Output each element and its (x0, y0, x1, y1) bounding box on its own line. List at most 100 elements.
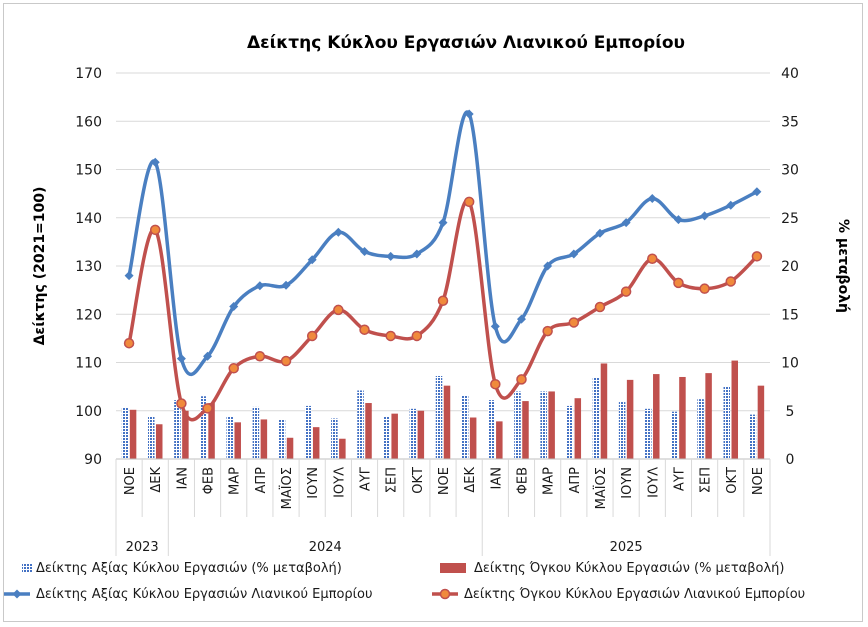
bar (331, 418, 338, 459)
bar (260, 419, 268, 459)
bar (697, 399, 704, 459)
y-tick-label-right: 15 (781, 307, 799, 323)
point-marker (254, 350, 266, 362)
line-series-2 (123, 196, 763, 422)
point-marker (280, 355, 292, 367)
x-tick-label: ΜΑΡ (228, 467, 243, 495)
bar (522, 401, 529, 459)
bar-series-2 (129, 360, 765, 459)
bar (286, 437, 294, 459)
bar (339, 438, 346, 459)
y-tick-label-left: 130 (75, 259, 102, 275)
bar (488, 400, 495, 459)
bar (757, 385, 765, 459)
y-tick-label-left: 110 (75, 356, 102, 372)
point-marker (123, 337, 135, 349)
bar (671, 411, 678, 459)
bar (121, 407, 129, 459)
point-marker (386, 251, 396, 261)
bar (417, 410, 425, 459)
bar (182, 410, 189, 459)
point-marker (700, 211, 710, 221)
y-tick-label-right: 35 (781, 114, 799, 130)
legend-item: Δείκτης Αξίας Κύκλου Εργασιών Λιανικού Ε… (4, 587, 373, 602)
legend-marker (439, 588, 451, 600)
point-marker (490, 321, 500, 331)
legend-label: Δείκτης Αξίας Κύκλου Εργασιών Λιανικού Ε… (36, 587, 373, 602)
y-tick-label-left: 160 (75, 114, 102, 130)
line-series (123, 109, 763, 422)
x-tick-label: ΑΠΡ (568, 467, 583, 494)
bar (357, 390, 364, 459)
legend-item: Δείκτης Όγκου Κύκλου Εργασιών Λιανικού Ε… (432, 587, 805, 602)
x-tick-label: ΟΚΤ (411, 467, 426, 494)
bar (208, 403, 215, 459)
legend-marker (12, 589, 22, 599)
chart-title: Δείκτης Κύκλου Εργασιών Λιανικού Εμπορίο… (247, 33, 685, 53)
point-marker (176, 398, 187, 409)
bar (409, 408, 417, 459)
bar (391, 413, 398, 459)
point-marker (647, 253, 658, 265)
y-tick-label-right: 0 (786, 452, 795, 468)
bar (252, 406, 260, 459)
x-tick-label: ΔΕΚ (149, 467, 164, 493)
point-marker (543, 261, 553, 271)
x-tick-label: ΝΟΕ (123, 467, 138, 495)
bar (278, 419, 286, 459)
bar (496, 421, 503, 459)
point-marker (307, 255, 317, 265)
bar (461, 395, 469, 459)
x-tick-label: ΙΟΥΛ (332, 467, 347, 498)
point-marker (255, 281, 265, 291)
y-tick-label-left: 170 (75, 66, 102, 82)
bar (653, 374, 660, 459)
bar (155, 424, 163, 459)
point-marker (437, 295, 449, 306)
legend-item: Δείκτης Αξίας Κύκλου Εργασιών (% μεταβολ… (22, 561, 342, 576)
year-label: 2023 (126, 540, 159, 555)
bar (723, 386, 731, 459)
legend-swatch (440, 563, 466, 573)
point-marker (150, 157, 160, 167)
x-tick-label: ΑΠΡ (254, 467, 269, 494)
x-tick-label: ΙΟΥΝ (620, 467, 635, 499)
bar (147, 416, 155, 459)
bar (566, 405, 574, 459)
bar-series-1 (121, 376, 757, 459)
bar (592, 377, 600, 459)
x-tick-label: ΦΕΒ (202, 467, 217, 494)
point-marker (751, 251, 763, 262)
bar (548, 391, 555, 459)
bar (383, 416, 390, 459)
bar (443, 385, 451, 459)
point-marker (620, 286, 632, 297)
point-marker (359, 324, 370, 335)
y-tick-label-right: 40 (781, 66, 799, 82)
point-marker (411, 330, 423, 342)
point-marker (516, 374, 527, 385)
point-marker (463, 196, 475, 208)
point-marker (726, 200, 736, 210)
x-tick-label: ΙΑΝ (489, 467, 504, 489)
bar (618, 402, 626, 459)
x-tick-label: ΔΕΚ (463, 467, 478, 493)
point-marker (176, 354, 186, 364)
y-tick-label-right: 10 (781, 356, 799, 372)
y-tick-label-right: 20 (781, 259, 799, 275)
x-tick-label: ΣΕΠ (699, 467, 714, 493)
point-marker (202, 403, 213, 414)
bar (312, 427, 320, 459)
point-marker (699, 283, 710, 294)
x-tick-label: ΙΟΥΝ (306, 467, 321, 499)
point-marker (385, 330, 396, 342)
chart-frame (3, 3, 863, 622)
y-axis-left-label: Δείκτης (2021=100) (32, 187, 48, 346)
legend-label: Δείκτης Όγκου Κύκλου Εργασιών (% μεταβολ… (474, 561, 785, 576)
legend: Δείκτης Αξίας Κύκλου Εργασιών (% μεταβολ… (4, 561, 805, 602)
bar (200, 396, 207, 459)
x-tick-label: ΑΥΓ (359, 466, 374, 491)
y-axis-right-ticks: 0 5 10 15 20 25 30 35 40 (781, 66, 799, 468)
bar (540, 391, 547, 459)
